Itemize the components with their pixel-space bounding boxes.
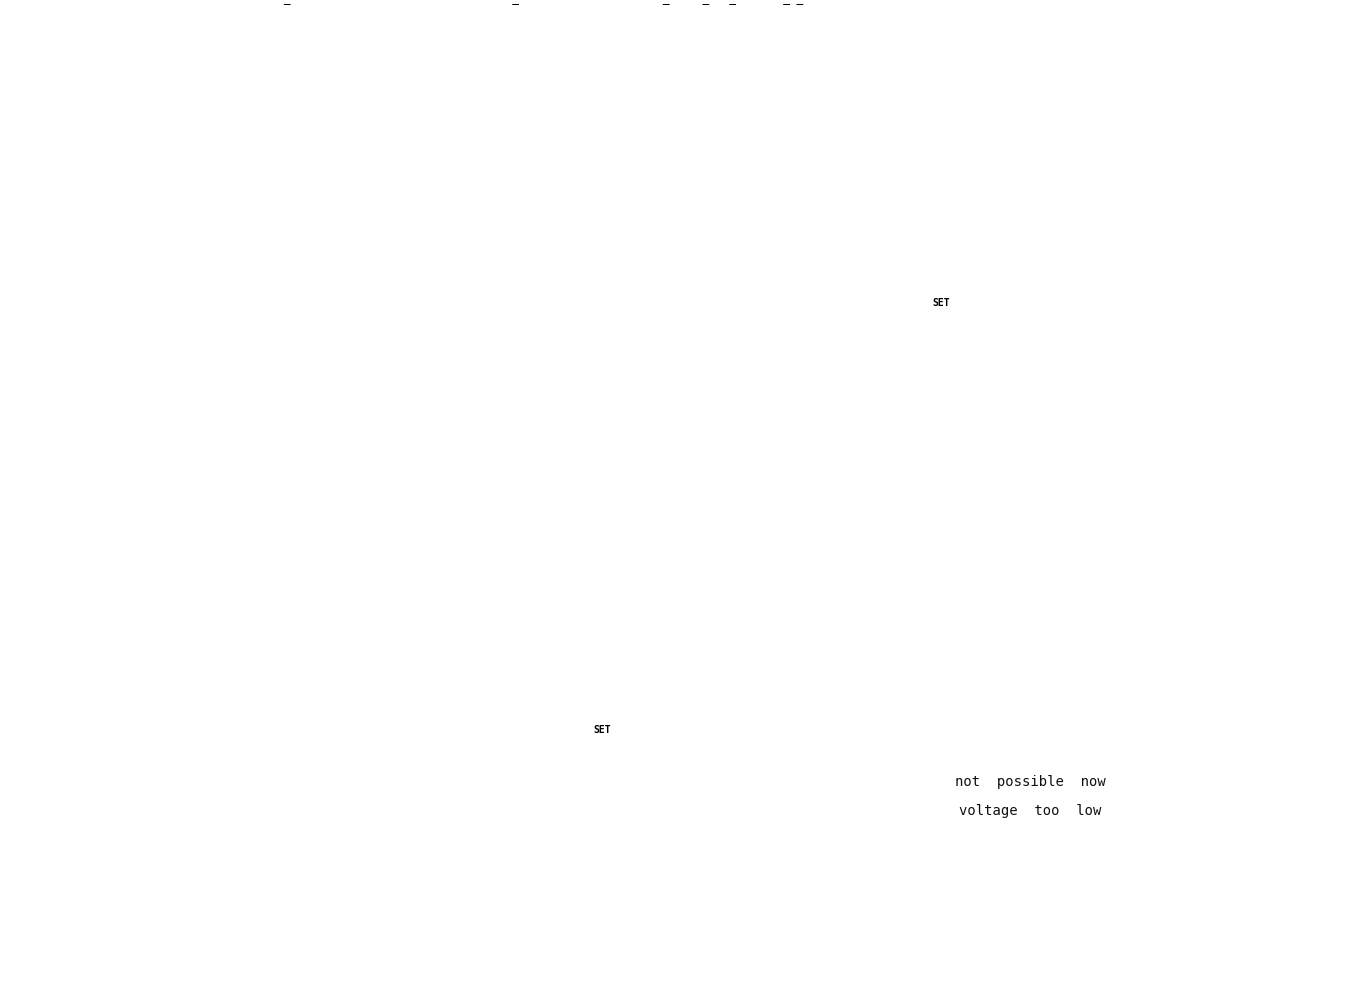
Text: button of the right-hand touch-
key, and the screen immediately switches to the : button of the right-hand touch- key, and… xyxy=(962,289,1285,337)
Text: ⬡: ⬡ xyxy=(25,17,41,36)
Text: ( empty  mod  mem ): ( empty mod mem ) xyxy=(950,128,1111,142)
Text: The memory should now be assigned an appropriate
name, which is entered in the …: The memory should now be assigned an app… xyxy=(757,856,1069,887)
Text: •: • xyxy=(771,675,779,688)
Text: HoTT. In this example our intention is to provide
a sensibly structured course o: HoTT. In this example our intention is t… xyxy=(73,314,413,450)
FancyBboxPatch shape xyxy=(380,542,727,704)
Text: •: • xyxy=(771,591,779,604)
Text: ✈: ✈ xyxy=(898,217,917,237)
FancyBboxPatch shape xyxy=(798,762,1263,836)
Text: 02      **free**: 02 **free** xyxy=(391,578,513,591)
Text: Once you have called up the “Model select” option it
is not possible to interrup: Once you have called up the “Model selec… xyxy=(787,413,1105,532)
Text: As so often in life, there are various ways and means of
reaching a particular d: As so often in life, there are various w… xyxy=(21,265,358,314)
Text: Sel  model  type: Sel model type xyxy=(964,92,1097,106)
FancyBboxPatch shape xyxy=(860,197,956,256)
Text: Notes:: Notes: xyxy=(757,384,801,397)
Text: Programming example: model helicopter: Programming example: model helicopter xyxy=(74,955,345,968)
Text: 03      **free**: 03 **free** xyxy=(391,603,513,617)
Text: Nevertheless, we do not want to forfeit all the possible
refi nement facilities:: Nevertheless, we do not want to forfeit … xyxy=(373,158,705,224)
FancyBboxPatch shape xyxy=(21,601,352,817)
Text: In this programming example we assume that you
have already read and understood : In this programming example we assume th… xyxy=(21,56,359,192)
Ellipse shape xyxy=(145,690,262,749)
Text: … the “Helicopter” model type. Confi rm your choice by
touching the central: … the “Helicopter” model type. Confi rm … xyxy=(757,270,1086,301)
Text: SET: SET xyxy=(932,298,950,308)
Text: button of the right-hand
touch-key, you can use the ► button of the left or righ: button of the right-hand touch-key, you … xyxy=(624,716,954,763)
Text: Note:: Note: xyxy=(373,242,410,254)
FancyBboxPatch shape xyxy=(383,549,724,574)
Text: As our programming example we take the Graupner
STARLET 50 helicopter, with righ: As our programming example we take the G… xyxy=(21,827,361,962)
FancyBboxPatch shape xyxy=(784,74,1276,193)
Text: 05      **free**: 05 **free** xyxy=(391,654,513,667)
Text: If the warning message “Throttle too high” appears,
you can erase it by turning : If the warning message “Throttle too hig… xyxy=(787,591,1097,639)
Text: 06      **free**: 06 **free** xyxy=(391,679,513,692)
Text: 04      **free**: 04 **free** xyxy=(391,629,513,642)
Text: To initiate this typical programming exercise move to the
“Model memory” menu, t: To initiate this typical programming exe… xyxy=(373,408,712,439)
Text: 📻: 📻 xyxy=(1098,218,1111,237)
FancyBboxPatch shape xyxy=(1057,197,1152,256)
Text: … where you select a free model memory using the
arrow buttons of the left or ri: … where you select a free model memory u… xyxy=(373,485,680,516)
Text: mx-16: mx-16 xyxy=(21,314,62,327)
Text: sub-menu: sub-menu xyxy=(485,461,555,474)
Text: not  possible  now: not possible now xyxy=(956,774,1105,788)
Text: SET: SET xyxy=(594,726,611,736)
Text: If, in contrast to the glow-powered machine described
here, your main interest l: If, in contrast to the glow-powered mach… xyxy=(373,265,714,366)
Text: If the battery voltage is too low, you will not be able
to change model memories: If the battery voltage is too low, you w… xyxy=(787,675,1104,723)
Text: (page 52),: (page 52), xyxy=(631,461,692,474)
Text: 01  ――――――――――――――  R08: 01 ―――――――――――――― R08 xyxy=(391,553,566,566)
Text: Programming example: model helicopter: Programming example: model helicopter xyxy=(52,4,947,42)
Text: We have deliberately chosen this simple programming
project in order to demonstr: We have deliberately chosen this simple … xyxy=(373,56,709,122)
Text: voltage  too  low: voltage too low xyxy=(960,804,1101,818)
Text: •: • xyxy=(771,413,779,426)
Text: 164: 164 xyxy=(21,955,45,968)
Text: “select model”: “select model” xyxy=(373,461,473,474)
Text: After touching the central: After touching the central xyxy=(373,716,529,729)
